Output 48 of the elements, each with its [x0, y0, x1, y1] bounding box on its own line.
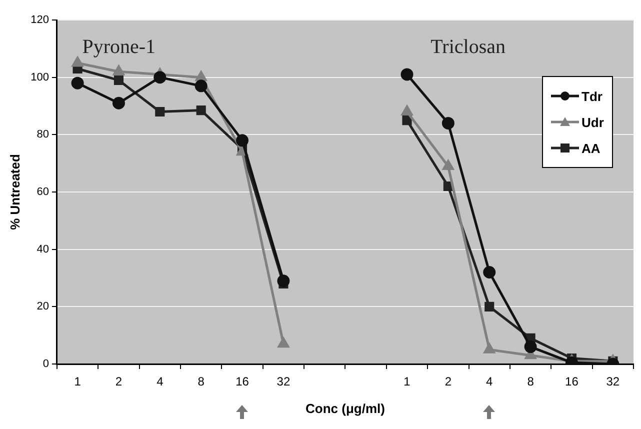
- point: [484, 343, 495, 354]
- point: [402, 116, 412, 126]
- point: [400, 68, 414, 81]
- x-tick-label: 1: [74, 374, 82, 389]
- point: [277, 274, 290, 288]
- point: [71, 76, 84, 90]
- y-tick-label: 80: [36, 128, 49, 141]
- x-tick-label: 8: [527, 374, 534, 389]
- annotation: Pyrone-1: [82, 36, 156, 59]
- x-tick-label: 4: [156, 374, 164, 389]
- point: [155, 106, 165, 117]
- point: [524, 340, 537, 354]
- point: [484, 302, 494, 312]
- point: [442, 160, 454, 170]
- x-tick-label: 2: [115, 374, 122, 389]
- y-tick-label: 20: [36, 300, 49, 313]
- x-axis-title: Conc (μg/ml): [306, 400, 385, 416]
- x-tick-label: 8: [198, 374, 205, 389]
- point: [401, 105, 413, 116]
- y-tick-label: 120: [30, 14, 49, 26]
- point: [154, 71, 166, 84]
- legend-label: Tdr: [582, 88, 602, 104]
- x-tick-label: 16: [236, 374, 250, 389]
- annotation: Triclosan: [430, 36, 506, 59]
- x-tick-label: 16: [565, 374, 579, 389]
- y-tick-label: 0: [42, 358, 49, 370]
- x-tick-label: 1: [404, 374, 411, 389]
- point: [236, 134, 249, 147]
- point: [113, 65, 124, 76]
- y-tick-label: 100: [30, 71, 49, 84]
- point: [442, 116, 454, 130]
- point: [194, 80, 208, 92]
- point: [112, 96, 125, 110]
- x-tick-label: 4: [486, 374, 494, 389]
- x-tick-label: 32: [276, 374, 290, 389]
- legend-label: Udr: [582, 114, 604, 130]
- point: [114, 75, 124, 85]
- point: [278, 338, 290, 348]
- legend-label: AA: [582, 140, 600, 156]
- point: [196, 71, 207, 82]
- y-tick-label: 60: [36, 186, 49, 198]
- point: [483, 266, 496, 279]
- x-tick-label: 2: [444, 374, 452, 389]
- point: [196, 106, 206, 116]
- x-tick-label: 32: [606, 374, 620, 389]
- point: [72, 56, 84, 67]
- y-tick-label: 40: [36, 243, 49, 256]
- y-axis-title: % Untreated: [7, 154, 22, 230]
